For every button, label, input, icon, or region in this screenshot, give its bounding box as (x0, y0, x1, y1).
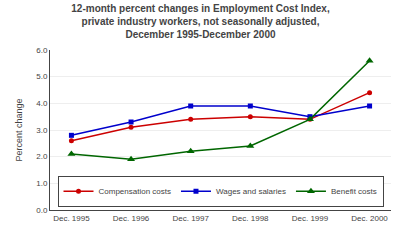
svg-text:Dec. 2000: Dec. 2000 (351, 214, 388, 223)
svg-text:Compensation costs: Compensation costs (99, 187, 171, 196)
svg-text:Dec. 1996: Dec. 1996 (113, 214, 150, 223)
svg-text:Dec. 1995: Dec. 1995 (53, 214, 90, 223)
svg-text:2.0: 2.0 (36, 152, 48, 161)
svg-text:1.0: 1.0 (36, 179, 48, 188)
svg-text:3.0: 3.0 (36, 126, 48, 135)
svg-text:Dec. 1998: Dec. 1998 (232, 214, 269, 223)
svg-text:0.0: 0.0 (36, 206, 48, 215)
svg-text:6.0: 6.0 (36, 46, 48, 55)
svg-text:5.0: 5.0 (36, 72, 48, 81)
svg-text:12-month percent changes in Em: 12-month percent changes in Employment C… (71, 3, 330, 40)
svg-text:4.0: 4.0 (36, 99, 48, 108)
svg-text:Percent change: Percent change (14, 98, 24, 161)
svg-text:Dec. 1999: Dec. 1999 (292, 214, 329, 223)
svg-text:Wages and salaries: Wages and salaries (216, 187, 286, 196)
svg-text:Benefit costs: Benefit costs (331, 187, 377, 196)
svg-text:Dec. 1997: Dec. 1997 (172, 214, 209, 223)
